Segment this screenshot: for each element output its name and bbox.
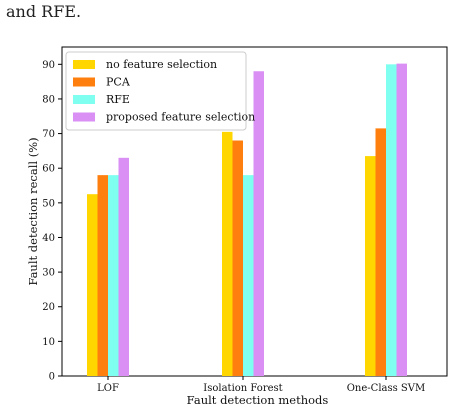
bar: [243, 175, 254, 376]
legend-label: RFE: [106, 93, 130, 106]
x-axis-label: Fault detection methods: [187, 393, 329, 407]
y-tick-label: 50: [42, 198, 55, 209]
y-axis-label: Fault detection recall (%): [26, 137, 40, 285]
header-snippet: and RFE.: [6, 2, 82, 21]
y-tick-label: 20: [42, 302, 55, 313]
legend: no feature selection PCA RFE proposed featu…: [65, 51, 255, 131]
legend-label: PCA: [106, 76, 131, 89]
legend-swatch: [73, 95, 95, 104]
x-tick-label: One-Class SVM: [347, 383, 426, 394]
bar: [222, 131, 233, 376]
y-tick-label: 10: [42, 337, 55, 348]
y-tick-label: 0: [49, 372, 55, 383]
x-tick-label: LOF: [97, 383, 119, 394]
x-tick-label: Isolation Forest: [203, 383, 282, 394]
bar: [87, 194, 98, 376]
axes: 0 10 20 30 40 50 60 70 80 90 LOF Isolation Forest On…: [42, 46, 448, 394]
legend-swatch: [73, 112, 95, 122]
y-tick-label: 80: [42, 94, 55, 105]
bar: [108, 175, 119, 376]
bar: [396, 63, 407, 376]
bar: [97, 175, 108, 376]
bars: [87, 63, 407, 377]
y-tick-label: 60: [42, 164, 55, 175]
legend-swatch: [73, 77, 95, 87]
y-tick-label: 30: [42, 268, 55, 279]
y-tick-label: 90: [42, 60, 55, 71]
bar: [118, 157, 129, 376]
legend-label: no feature selection: [106, 58, 217, 71]
bar: [232, 140, 243, 376]
y-tick-label: 70: [42, 129, 55, 140]
bar: [386, 64, 397, 376]
legend-box: [65, 51, 247, 131]
bar: [253, 71, 264, 377]
legend-swatch: [73, 60, 95, 69]
y-tick-label: 40: [42, 233, 55, 244]
bar: [365, 156, 376, 376]
legend-label: proposed feature selection: [106, 111, 255, 124]
bar: [375, 128, 386, 376]
